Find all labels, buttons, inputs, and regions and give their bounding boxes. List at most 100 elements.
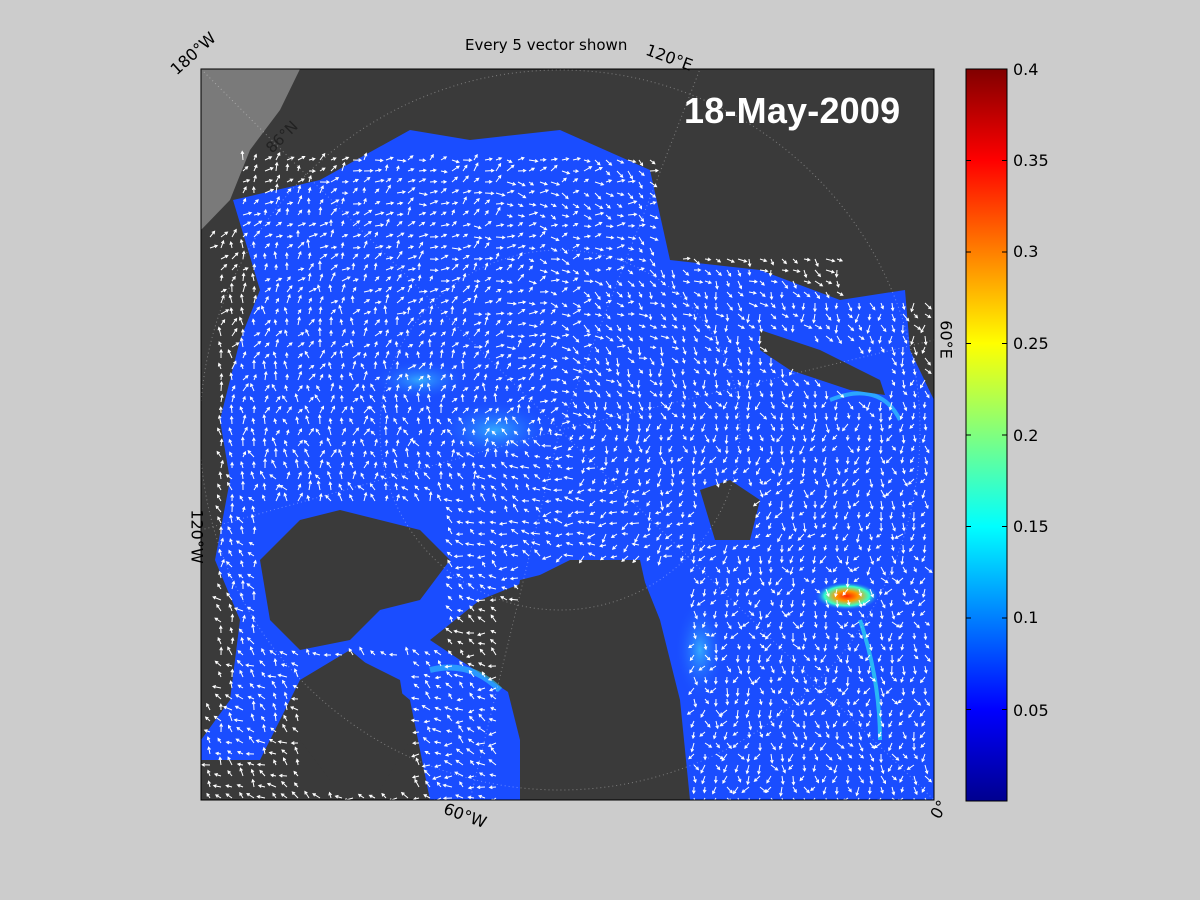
drift-vector [638,258,647,262]
drift-vector [900,676,904,684]
drift-vector [921,555,926,563]
drift-vector [217,516,222,524]
drift-vector [440,341,446,348]
drift-vector [569,434,574,441]
drift-vector [681,401,685,409]
drift-vector [312,651,321,656]
drift-vector [880,720,885,728]
drift-vector [429,222,436,227]
drift-vector [227,770,233,777]
drift-vector [920,511,926,517]
drift-vector [495,246,504,250]
drift-vector [451,284,456,293]
drift-vector [868,423,873,431]
drift-vector [702,621,706,629]
drift-vector [273,712,278,722]
drift-vector [624,434,629,442]
drift-vector [769,379,774,388]
drift-vector [535,506,541,513]
drift-vector [227,646,233,656]
drift-vector [440,373,446,381]
drift-vector [888,742,893,752]
drift-vector [789,555,794,564]
drift-vector [814,478,819,485]
drift-vector [594,368,602,377]
drift-vector [501,482,508,491]
drift-vector [833,478,838,485]
drift-vector [598,488,607,493]
drift-vector [867,665,871,675]
drift-vector [780,423,785,432]
drift-vector [517,365,527,370]
drift-vector [417,262,422,271]
drift-vector [264,179,274,183]
drift-vector [792,379,800,387]
drift-vector [220,393,224,403]
drift-vector [330,245,338,250]
drift-vector [477,687,486,692]
drift-vector [473,162,479,172]
drift-vector [213,715,222,722]
drift-vector [550,269,560,275]
drift-vector [788,533,794,540]
drift-vector [462,244,472,249]
drift-vector [820,654,827,664]
drift-vector [836,687,842,692]
drift-vector [758,742,762,752]
drift-vector [746,412,750,420]
drift-vector [865,522,871,530]
drift-vector [924,456,929,465]
drift-vector [550,278,560,282]
drift-vector [897,654,904,663]
drift-vector [770,599,774,607]
drift-vector [330,164,337,172]
drift-vector [418,203,428,207]
drift-vector [648,368,653,378]
drift-vector [550,214,557,220]
drift-vector [627,269,634,275]
drift-vector [416,392,420,403]
drift-vector [744,698,750,706]
drift-vector [856,445,861,453]
drift-vector [484,349,490,359]
drift-vector [319,244,329,249]
drift-vector [247,552,255,557]
drift-vector [858,401,866,409]
drift-vector [802,434,807,443]
drift-vector [920,522,926,528]
drift-vector [799,621,805,629]
drift-vector [220,239,225,249]
drift-vector [568,489,574,494]
drift-vector [693,632,697,640]
drift-vector [821,401,827,409]
drift-vector [572,157,582,161]
drift-vector [734,456,739,464]
drift-vector [899,621,904,629]
drift-vector [245,751,255,756]
drift-vector [902,588,906,597]
drift-vector [225,740,233,745]
drift-vector [297,250,302,260]
drift-vector [697,555,706,562]
drift-vector [913,313,919,319]
drift-vector [307,252,312,260]
drift-vector [825,797,827,800]
drift-vector [228,427,233,436]
drift-vector [643,544,651,549]
coastal-streak [829,391,902,421]
drift-vector [732,478,739,483]
drift-vector [528,181,535,186]
drift-vector [901,500,906,509]
drift-vector [219,646,224,656]
drift-vector [440,188,447,194]
drift-vector [307,186,312,194]
drift-vector [649,280,657,288]
drift-vector [857,665,862,675]
drift-vector [506,301,517,306]
drift-vector [737,346,741,354]
drift-vector [692,379,697,387]
drift-vector [741,786,750,794]
drift-vector [504,449,509,458]
drift-vector [676,522,684,526]
drift-vector [396,425,402,436]
